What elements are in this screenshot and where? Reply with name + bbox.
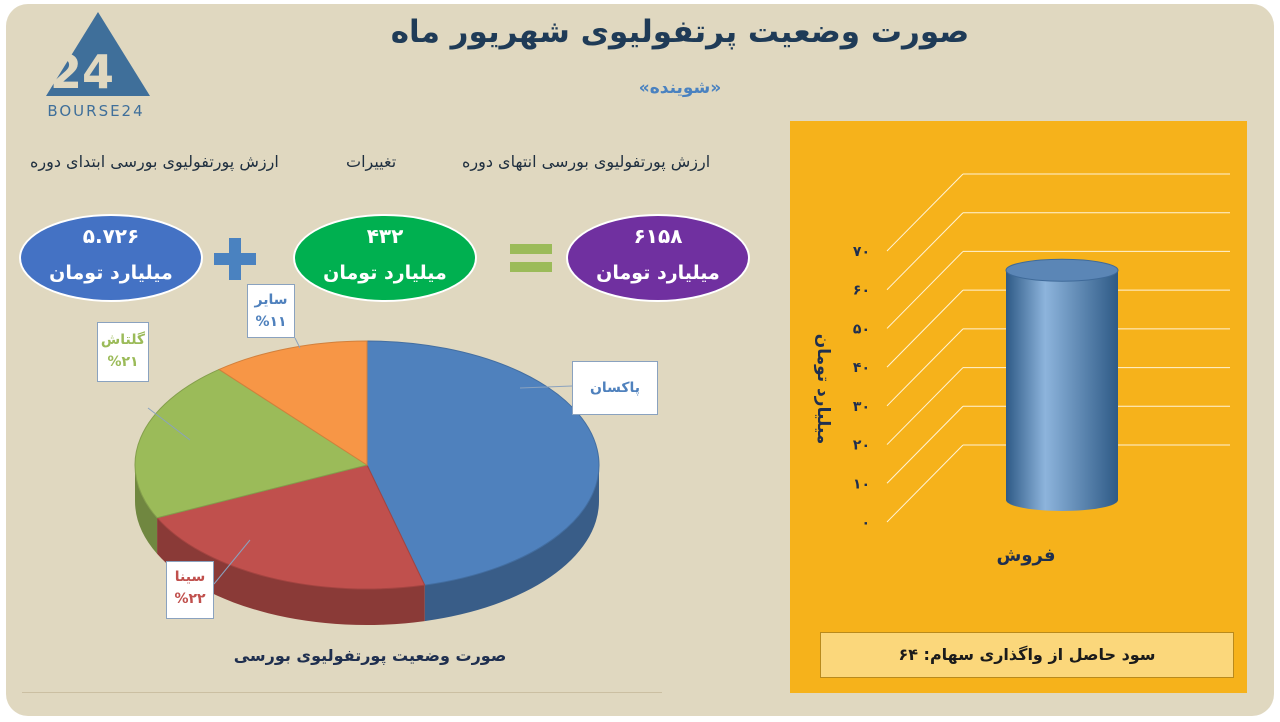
slice-percent-other: %۱۱	[255, 314, 287, 330]
leader-line-3	[294, 337, 301, 349]
grid	[886, 173, 1230, 523]
end-value: ۶۱۵۸	[633, 224, 683, 248]
grid-diag-6	[886, 212, 964, 291]
ytick-1: ۱۰	[853, 476, 870, 492]
end-value-oval: ۶۱۵۸ میلیارد تومان	[566, 214, 750, 302]
logo-text: BOURSE24	[47, 102, 144, 120]
end-value-label: ارزش پورتفولیوی بورسی انتهای دوره	[462, 152, 711, 171]
callout-goltash: گلتاش %۲۱	[97, 322, 149, 382]
page-subtitle: «شوینده»	[638, 78, 722, 98]
slice-percent-goltash: %۲۱	[107, 354, 139, 370]
change-unit: میلیارد تومان	[323, 262, 447, 284]
pie-side-1	[157, 517, 425, 625]
plus-icon	[214, 238, 256, 280]
ytick-3: ۳۰	[853, 399, 870, 415]
slice-label-sina: سینا	[174, 569, 206, 585]
pie-slice-3	[218, 340, 368, 466]
grid-diag-7	[886, 173, 964, 252]
bar-sales	[1006, 270, 1118, 511]
equals-icon	[510, 244, 552, 272]
start-value: ۵.۷۲۶	[82, 224, 140, 248]
category-label: فروش	[996, 545, 1055, 566]
grid-diag-5	[886, 251, 964, 329]
page-title: صورت وضعیت پرتفولیوی شهریور ماه	[390, 14, 970, 50]
pie-caption: صورت وضعیت پورتفولیوی بورسی	[233, 646, 507, 665]
ytick-7: ۷۰	[853, 244, 870, 260]
end-unit: میلیارد تومان	[596, 262, 720, 284]
pie-slice-2	[134, 368, 369, 519]
sales-chart-panel: ۰ ۱۰ ۲۰ ۳۰ ۴۰ ۵۰ ۶۰ ۷۰ میلیارد تومان فروش	[790, 121, 1247, 693]
profit-summary: سود حاصل از واگذاری سهام: ۶۴	[820, 632, 1234, 678]
start-value-label: ارزش پورتفولیوی بورسی ابتدای دوره	[30, 152, 279, 171]
pie-side-0	[424, 465, 599, 622]
bar-sales-top	[1005, 258, 1119, 282]
pie-slice-0	[366, 340, 600, 586]
slice-label-paksan: پاکسان	[589, 380, 641, 396]
ytick-2: ۲۰	[853, 438, 870, 454]
change-label: تغییرات	[346, 152, 397, 171]
ytick-5: ۵۰	[853, 321, 870, 337]
grid-diag-0	[886, 444, 964, 523]
callout-sina: سینا %۲۲	[166, 561, 214, 619]
ytick-0: ۰	[861, 515, 870, 531]
y-axis-label: میلیارد تومان	[813, 334, 833, 445]
grid-diag-3	[886, 328, 964, 407]
leader-line-2	[147, 407, 191, 441]
divider	[22, 692, 662, 693]
grid-diag-2	[886, 367, 964, 445]
callout-paksan: پاکسان	[572, 361, 658, 415]
grid-diag-1	[886, 405, 964, 484]
grid-diag-4	[886, 289, 964, 368]
sales-bar-chart: ۰ ۱۰ ۲۰ ۳۰ ۴۰ ۵۰ ۶۰ ۷۰ میلیارد تومان فروش	[813, 173, 1230, 566]
pie-slice-1	[156, 464, 426, 590]
leader-line-0	[519, 385, 573, 389]
ytick-6: ۶۰	[853, 283, 870, 299]
start-unit: میلیارد تومان	[49, 262, 173, 284]
change-value-oval: ۴۳۲ میلیارد تومان	[293, 214, 477, 302]
portfolio-pie-chart	[134, 337, 600, 625]
start-value-oval: ۵.۷۲۶ میلیارد تومان	[19, 214, 203, 302]
pie-side-2	[135, 465, 158, 554]
change-value: ۴۳۲	[366, 224, 404, 248]
ytick-4: ۴۰	[853, 360, 870, 376]
callout-other: سایر %۱۱	[247, 284, 295, 338]
slice-label-other: سایر	[254, 292, 288, 308]
slice-label-goltash: گلتاش	[100, 332, 146, 348]
bourse24-logo: 24 BOURSE24	[46, 12, 150, 120]
leader-line-1	[213, 539, 251, 585]
logo-number: 24	[50, 45, 114, 99]
slice-percent-sina: %۲۲	[174, 591, 206, 607]
